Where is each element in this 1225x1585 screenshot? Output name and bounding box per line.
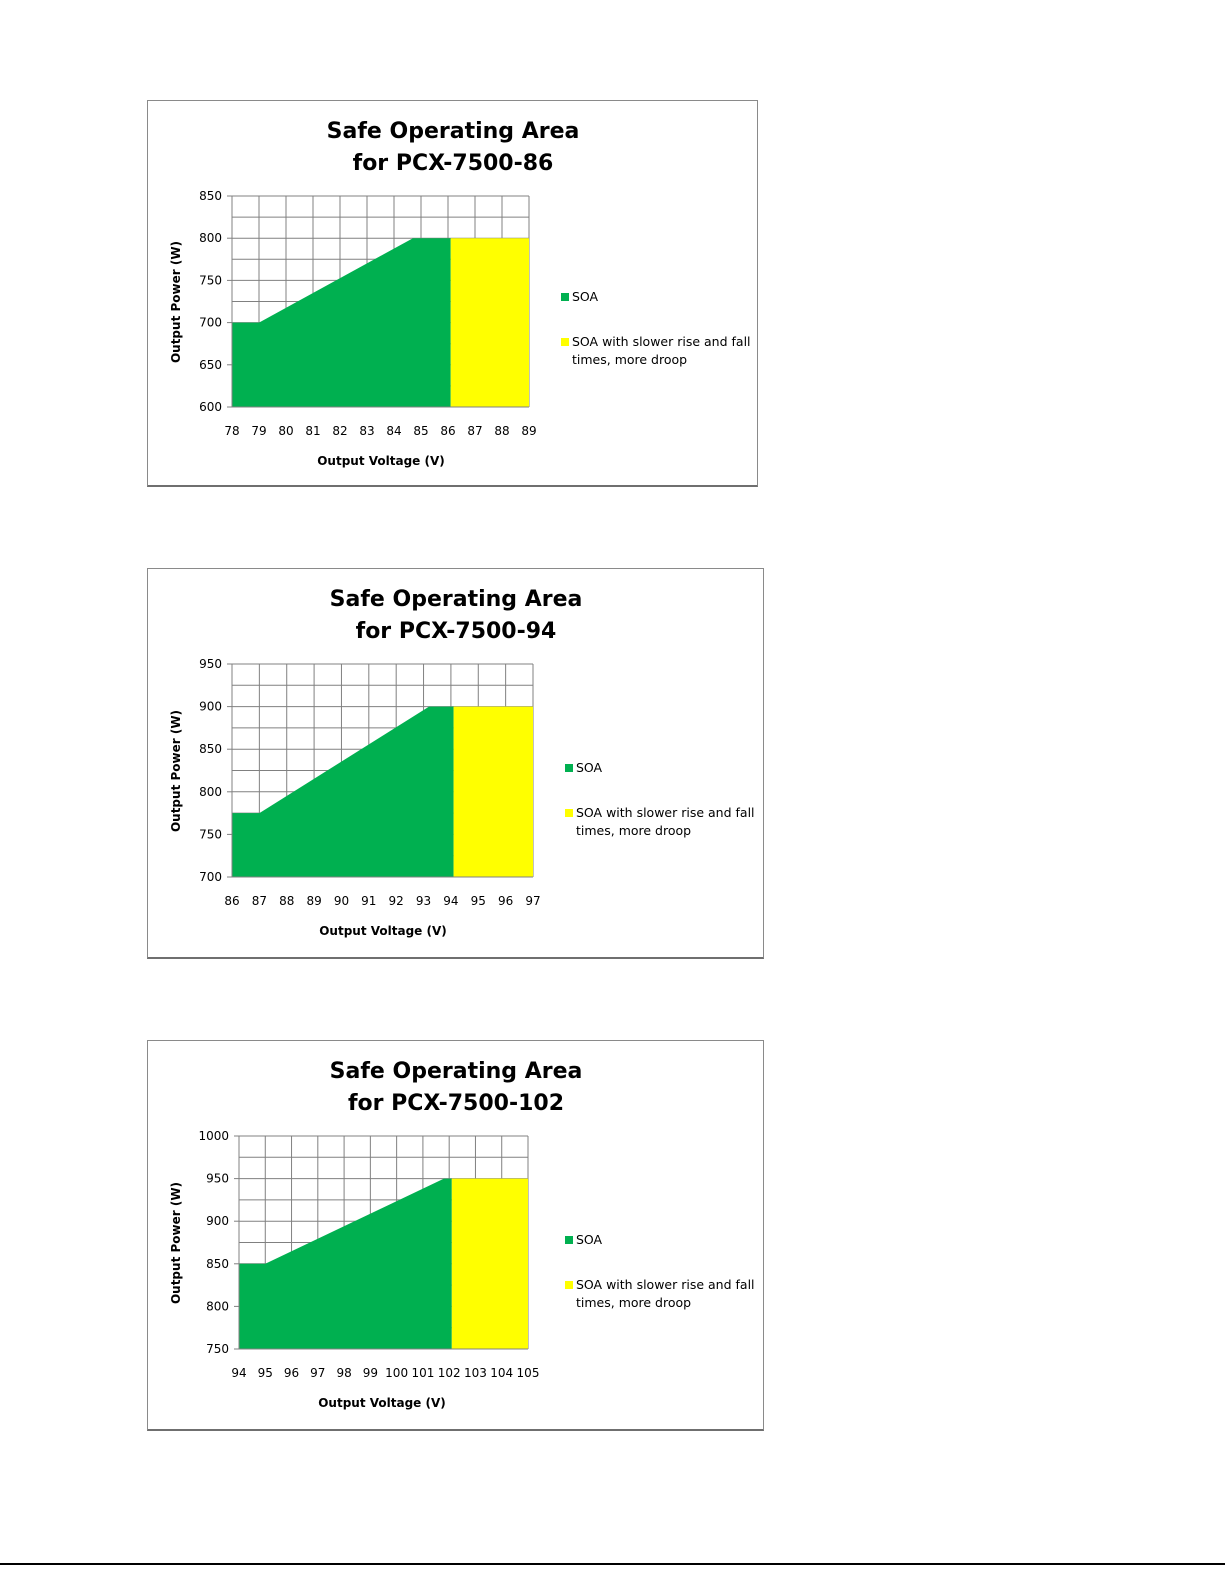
y-tick-label: 800 <box>199 231 222 245</box>
x-tick-label: 94 <box>443 894 458 908</box>
legend-swatch-soa <box>565 764 573 772</box>
y-axis-title: Output Power (W) <box>169 1182 183 1304</box>
soa-slow-area <box>450 238 529 407</box>
chart-title-line-1: Safe Operating Area <box>330 587 583 612</box>
x-tick-label: 93 <box>416 894 431 908</box>
legend-label: times, more droop <box>576 1295 691 1310</box>
x-tick-label: 90 <box>334 894 349 908</box>
x-axis-title: Output Voltage (V) <box>317 454 445 468</box>
legend-label: SOA with slower rise and fall <box>572 334 751 349</box>
x-tick-label: 83 <box>359 424 374 438</box>
page-bottom-rule <box>0 1563 1225 1565</box>
chart-title-line-2: for PCX-7500-102 <box>348 1091 564 1116</box>
x-tick-label: 87 <box>467 424 482 438</box>
x-tick-label: 100 <box>385 1366 408 1380</box>
x-tick-label: 96 <box>498 894 513 908</box>
x-tick-label: 80 <box>278 424 293 438</box>
legend-swatch-soa-slow <box>565 809 573 817</box>
chart-pcx-7500-94: Safe Operating Area for PCX-7500-94 Outp… <box>147 568 764 959</box>
y-tick-label: 750 <box>206 1342 229 1356</box>
y-tick-label: 800 <box>199 785 222 799</box>
y-tick-label: 850 <box>199 189 222 203</box>
y-axis-title: Output Power (W) <box>169 241 183 363</box>
legend: SOA SOA with slower rise and fall times, m… <box>565 760 755 838</box>
legend-swatch-soa <box>565 1236 573 1244</box>
legend-swatch-soa <box>561 293 569 301</box>
x-tick-label: 105 <box>517 1366 540 1380</box>
x-tick-label: 102 <box>438 1366 461 1380</box>
x-tick-label: 98 <box>336 1366 351 1380</box>
y-tick-label: 600 <box>199 400 222 414</box>
y-tick-label: 950 <box>199 657 222 671</box>
x-tick-label: 81 <box>305 424 320 438</box>
chart-title-line-1: Safe Operating Area <box>327 119 580 144</box>
x-tick-label: 84 <box>386 424 401 438</box>
y-tick-label: 850 <box>199 742 222 756</box>
x-axis-title: Output Voltage (V) <box>319 924 447 938</box>
chart-title-line-1: Safe Operating Area <box>330 1059 583 1084</box>
x-axis-title: Output Voltage (V) <box>318 1396 446 1410</box>
chart-pcx-7500-102: Safe Operating Area for PCX-7500-102 Out… <box>147 1040 764 1431</box>
chart-svg: Safe Operating Area for PCX-7500-102 Out… <box>169 1059 755 1410</box>
legend-swatch-soa-slow <box>561 338 569 346</box>
legend-swatch-soa-slow <box>565 1281 573 1289</box>
chart-svg: Safe Operating Area for PCX-7500-86 Outp… <box>169 119 751 468</box>
soa-area <box>232 706 454 877</box>
x-tick-label: 87 <box>252 894 267 908</box>
x-tick-label: 96 <box>284 1366 299 1380</box>
chart-title-line-2: for PCX-7500-94 <box>356 619 557 644</box>
legend-label: times, more droop <box>576 823 691 838</box>
x-tick-label: 79 <box>251 424 266 438</box>
y-tick-label: 850 <box>206 1257 229 1271</box>
y-tick-label: 750 <box>199 827 222 841</box>
x-tick-label: 78 <box>224 424 239 438</box>
y-tick-label: 750 <box>199 273 222 287</box>
x-tick-label: 86 <box>440 424 455 438</box>
chart-pcx-7500-86: Safe Operating Area for PCX-7500-86 Outp… <box>147 100 758 487</box>
x-tick-label: 91 <box>361 894 376 908</box>
x-tick-label: 88 <box>494 424 509 438</box>
x-tick-label: 95 <box>258 1366 273 1380</box>
x-tick-label: 86 <box>224 894 239 908</box>
y-tick-label: 800 <box>206 1299 229 1313</box>
x-tick-label: 92 <box>389 894 404 908</box>
chart-title-line-2: for PCX-7500-86 <box>353 151 554 176</box>
y-tick-label: 700 <box>199 870 222 884</box>
soa-area <box>239 1178 452 1349</box>
y-axis-title: Output Power (W) <box>169 710 183 832</box>
x-tick-label: 103 <box>464 1366 487 1380</box>
legend-label: SOA with slower rise and fall <box>576 805 755 820</box>
soa-slow-area <box>453 706 533 877</box>
legend-label: SOA <box>576 1232 603 1247</box>
x-tick-label: 97 <box>525 894 540 908</box>
x-tick-label: 94 <box>231 1366 246 1380</box>
x-tick-label: 82 <box>332 424 347 438</box>
x-tick-label: 104 <box>490 1366 513 1380</box>
legend: SOA SOA with slower rise and fall times, m… <box>565 1232 755 1310</box>
x-tick-label: 88 <box>279 894 294 908</box>
x-tick-label: 99 <box>363 1366 378 1380</box>
x-tick-label: 97 <box>310 1366 325 1380</box>
y-tick-label: 650 <box>199 358 222 372</box>
legend-label: SOA <box>576 760 603 775</box>
y-tick-label: 700 <box>199 316 222 330</box>
x-tick-label: 101 <box>411 1366 434 1380</box>
y-tick-label: 900 <box>206 1214 229 1228</box>
y-tick-label: 900 <box>199 700 222 714</box>
x-tick-label: 89 <box>521 424 536 438</box>
legend-label: times, more droop <box>572 352 687 367</box>
y-tick-label: 950 <box>206 1172 229 1186</box>
legend-label: SOA with slower rise and fall <box>576 1277 755 1292</box>
legend: SOA SOA with slower rise and fall times, m… <box>561 289 751 367</box>
soa-slow-area <box>451 1178 528 1349</box>
x-tick-label: 85 <box>413 424 428 438</box>
x-tick-label: 89 <box>306 894 321 908</box>
legend-label: SOA <box>572 289 599 304</box>
chart-svg: Safe Operating Area for PCX-7500-94 Outp… <box>169 587 755 938</box>
soa-area <box>232 238 451 407</box>
x-tick-label: 95 <box>471 894 486 908</box>
y-tick-label: 1000 <box>198 1129 229 1143</box>
